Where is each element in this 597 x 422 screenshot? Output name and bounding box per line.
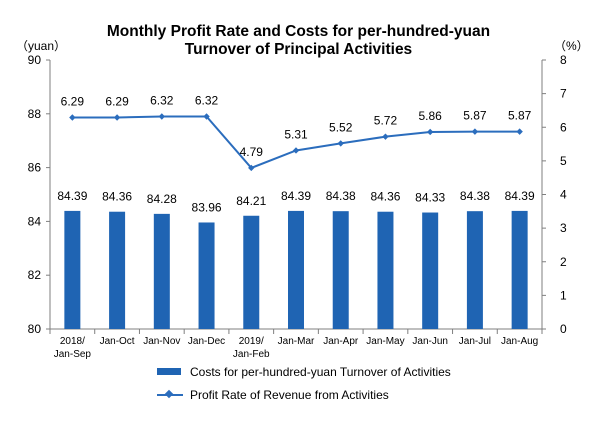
- legend-line-label: Profit Rate of Revenue from Activities: [190, 388, 389, 402]
- x-axis-category-label-line: Jan-Jun: [412, 336, 448, 347]
- right-axis-tick-label: 4: [560, 188, 567, 202]
- line-point: [113, 114, 121, 121]
- line-point: [382, 133, 389, 140]
- bar: [153, 213, 170, 329]
- line-value-label: 6.32: [195, 93, 219, 107]
- x-axis-category-label: Jan-Dec: [188, 336, 225, 347]
- left-axis-tick-label: 86: [28, 161, 42, 175]
- x-axis-category-label: 2019/Jan-Feb: [233, 336, 270, 360]
- legend-bar-label: Costs for per-hundred-yuan Turnover of A…: [190, 365, 451, 379]
- right-axis-unit: （%）: [554, 39, 589, 53]
- bar-value-label: 84.33: [415, 191, 445, 205]
- chart-title-line-1: Monthly Profit Rate and Costs for per-hu…: [106, 23, 491, 40]
- line-value-label: 6.29: [105, 94, 129, 108]
- x-axis-category-label: Jan-Nov: [143, 336, 180, 347]
- right-axis-tick-label: 6: [560, 120, 567, 134]
- right-axis-tick-label: 5: [560, 154, 567, 168]
- line-point: [516, 128, 523, 135]
- left-axis-tick-label: 90: [28, 53, 42, 67]
- line-value-label: 5.52: [329, 120, 353, 134]
- bar-value-label: 84.38: [326, 189, 356, 203]
- x-axis-category-label-line: Jan-Dec: [188, 336, 225, 347]
- x-axis-category-label-line: Jan-May: [366, 336, 404, 347]
- bar: [332, 211, 349, 329]
- x-axis-category-label-line: Jan-Jul: [459, 336, 491, 347]
- right-axis-tick-label: 2: [560, 255, 567, 269]
- bar-value-label: 84.36: [102, 190, 132, 204]
- line-value-label: 5.87: [463, 109, 487, 123]
- x-axis-category-label: Jan-Apr: [323, 336, 359, 347]
- x-axis-category-label: Jan-Mar: [278, 336, 315, 347]
- line-value-label: 5.87: [508, 109, 532, 123]
- right-axis-tick-label: 0: [560, 322, 567, 336]
- line-point: [248, 164, 255, 172]
- line-value-label: 5.31: [284, 127, 308, 141]
- bar-value-label: 83.96: [192, 200, 222, 214]
- bar-value-label: 84.28: [147, 192, 177, 206]
- line-point: [158, 113, 166, 120]
- line-value-label: 4.79: [240, 145, 264, 159]
- bar-value-label: 84.21: [236, 194, 266, 208]
- x-axis-category-label-line: Jan-Oct: [100, 336, 135, 347]
- left-axis-tick-label: 82: [28, 268, 42, 282]
- bar: [243, 215, 260, 329]
- bar: [377, 211, 394, 329]
- x-axis-category-label: Jan-Jul: [459, 336, 491, 347]
- x-axis-category-label: 2018/Jan-Sep: [54, 336, 92, 360]
- bar-value-label: 84.39: [505, 189, 535, 203]
- bar: [198, 222, 215, 329]
- line-point: [337, 140, 344, 147]
- right-axis-tick-label: 3: [560, 221, 567, 235]
- x-axis-category-label-line: 2019/: [239, 336, 264, 347]
- right-axis-tick-label: 8: [560, 53, 567, 67]
- left-axis-tick-label: 88: [28, 107, 42, 121]
- left-axis-unit: （yuan）: [16, 39, 67, 53]
- line-point: [426, 128, 434, 136]
- line-point: [471, 128, 479, 135]
- x-axis-category-label-line: Jan-Feb: [233, 349, 270, 360]
- bar: [64, 210, 81, 329]
- bar-value-label: 84.38: [460, 189, 490, 203]
- x-axis-category-label: Jan-May: [366, 336, 404, 347]
- x-axis-category-label-line: Jan-Mar: [278, 336, 315, 347]
- x-axis-category-label: Jan-Oct: [100, 336, 135, 347]
- line-value-label: 6.29: [61, 94, 85, 108]
- bar: [511, 210, 528, 329]
- bar: [466, 211, 483, 329]
- right-axis-tick-label: 1: [560, 288, 567, 302]
- bar-value-label: 84.39: [281, 189, 311, 203]
- left-axis-tick-label: 84: [28, 214, 42, 228]
- x-axis-category-label-line: Jan-Aug: [501, 336, 538, 347]
- x-axis-category-label-line: 2018/: [60, 336, 85, 347]
- bar-value-label: 84.39: [57, 189, 87, 203]
- line-value-label: 6.32: [150, 93, 174, 107]
- x-axis-category-label-line: Jan-Sep: [54, 349, 92, 360]
- bar: [288, 210, 304, 329]
- bar: [422, 212, 439, 329]
- x-axis-category-label-line: Jan-Apr: [323, 336, 359, 347]
- left-axis-tick-label: 80: [28, 322, 42, 336]
- profit-rate-line: [72, 115, 520, 170]
- right-axis-tick-label: 7: [560, 87, 567, 101]
- x-axis-category-label: Jan-Aug: [501, 336, 538, 347]
- x-axis-category-label-line: Jan-Nov: [143, 336, 180, 347]
- legend-bar-swatch: [157, 368, 181, 375]
- bar: [109, 211, 126, 329]
- line-value-label: 5.72: [374, 114, 398, 128]
- line-value-label: 5.86: [419, 109, 443, 123]
- x-axis-category-label: Jan-Jun: [412, 336, 448, 347]
- chart-title-line-2: Turnover of Principal Activities: [184, 41, 413, 58]
- bar-value-label: 84.36: [370, 190, 400, 204]
- line-point: [69, 114, 76, 121]
- line-point: [292, 147, 300, 154]
- line-point: [203, 113, 210, 120]
